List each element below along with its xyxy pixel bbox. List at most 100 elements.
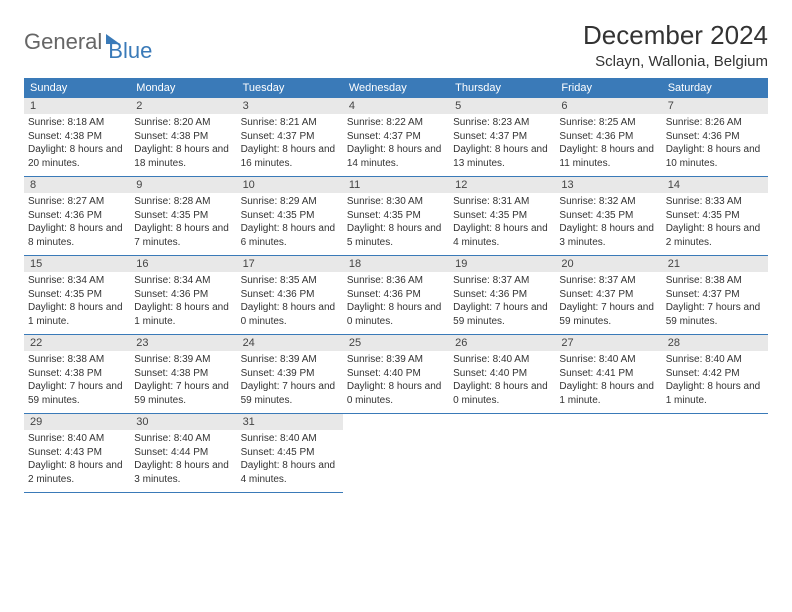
day-number: 29 — [24, 414, 130, 430]
day-number: 2 — [130, 98, 236, 114]
day-cell: 14Sunrise: 8:33 AMSunset: 4:35 PMDayligh… — [662, 177, 768, 256]
day-cell: 11Sunrise: 8:30 AMSunset: 4:35 PMDayligh… — [343, 177, 449, 256]
sunrise-line: Sunrise: 8:40 AM — [666, 353, 764, 367]
sunrise-line: Sunrise: 8:23 AM — [453, 116, 551, 130]
day-cell: 24Sunrise: 8:39 AMSunset: 4:39 PMDayligh… — [237, 335, 343, 414]
day-cell: 7Sunrise: 8:26 AMSunset: 4:36 PMDaylight… — [662, 98, 768, 177]
daylight-line: Daylight: 8 hours and 1 minute. — [559, 380, 657, 407]
sunrise-line: Sunrise: 8:35 AM — [241, 274, 339, 288]
day-cell: 13Sunrise: 8:32 AMSunset: 4:35 PMDayligh… — [555, 177, 661, 256]
day-number: 23 — [130, 335, 236, 351]
day-number: 31 — [237, 414, 343, 430]
sunrise-line: Sunrise: 8:31 AM — [453, 195, 551, 209]
empty-cell — [449, 414, 555, 493]
page-header: General Blue December 2024 Sclayn, Wallo… — [24, 20, 768, 70]
sunset-line: Sunset: 4:45 PM — [241, 446, 339, 460]
daylight-line: Daylight: 8 hours and 3 minutes. — [559, 222, 657, 249]
day-number: 12 — [449, 177, 555, 193]
day-cell: 19Sunrise: 8:37 AMSunset: 4:36 PMDayligh… — [449, 256, 555, 335]
day-cell: 12Sunrise: 8:31 AMSunset: 4:35 PMDayligh… — [449, 177, 555, 256]
daylight-line: Daylight: 8 hours and 0 minutes. — [453, 380, 551, 407]
day-number: 1 — [24, 98, 130, 114]
day-number: 14 — [662, 177, 768, 193]
day-cell: 26Sunrise: 8:40 AMSunset: 4:40 PMDayligh… — [449, 335, 555, 414]
sunset-line: Sunset: 4:37 PM — [241, 130, 339, 144]
day-cell: 17Sunrise: 8:35 AMSunset: 4:36 PMDayligh… — [237, 256, 343, 335]
day-header: Wednesday — [343, 78, 449, 98]
day-cell: 30Sunrise: 8:40 AMSunset: 4:44 PMDayligh… — [130, 414, 236, 493]
day-cell: 4Sunrise: 8:22 AMSunset: 4:37 PMDaylight… — [343, 98, 449, 177]
daylight-line: Daylight: 8 hours and 1 minute. — [28, 301, 126, 328]
sunrise-line: Sunrise: 8:26 AM — [666, 116, 764, 130]
sunset-line: Sunset: 4:36 PM — [559, 130, 657, 144]
title-block: December 2024 Sclayn, Wallonia, Belgium — [583, 20, 768, 70]
month-title: December 2024 — [583, 20, 768, 51]
day-number: 6 — [555, 98, 661, 114]
sunset-line: Sunset: 4:38 PM — [28, 130, 126, 144]
sunset-line: Sunset: 4:36 PM — [453, 288, 551, 302]
daylight-line: Daylight: 7 hours and 59 minutes. — [666, 301, 764, 328]
sunset-line: Sunset: 4:37 PM — [453, 130, 551, 144]
sunrise-line: Sunrise: 8:39 AM — [347, 353, 445, 367]
daylight-line: Daylight: 7 hours and 59 minutes. — [241, 380, 339, 407]
sunrise-line: Sunrise: 8:21 AM — [241, 116, 339, 130]
day-cell: 22Sunrise: 8:38 AMSunset: 4:38 PMDayligh… — [24, 335, 130, 414]
day-number: 25 — [343, 335, 449, 351]
sunrise-line: Sunrise: 8:40 AM — [453, 353, 551, 367]
day-cell: 20Sunrise: 8:37 AMSunset: 4:37 PMDayligh… — [555, 256, 661, 335]
sunset-line: Sunset: 4:38 PM — [28, 367, 126, 381]
sunrise-line: Sunrise: 8:39 AM — [134, 353, 232, 367]
sunrise-line: Sunrise: 8:33 AM — [666, 195, 764, 209]
sunrise-line: Sunrise: 8:34 AM — [28, 274, 126, 288]
sunrise-line: Sunrise: 8:38 AM — [666, 274, 764, 288]
sunrise-line: Sunrise: 8:40 AM — [134, 432, 232, 446]
day-header: Sunday — [24, 78, 130, 98]
day-number: 20 — [555, 256, 661, 272]
sunset-line: Sunset: 4:37 PM — [347, 130, 445, 144]
daylight-line: Daylight: 8 hours and 2 minutes. — [28, 459, 126, 486]
sunrise-line: Sunrise: 8:40 AM — [241, 432, 339, 446]
day-number: 27 — [555, 335, 661, 351]
day-cell: 16Sunrise: 8:34 AMSunset: 4:36 PMDayligh… — [130, 256, 236, 335]
sunset-line: Sunset: 4:41 PM — [559, 367, 657, 381]
logo-text-general: General — [24, 29, 102, 55]
day-cell: 28Sunrise: 8:40 AMSunset: 4:42 PMDayligh… — [662, 335, 768, 414]
day-number: 26 — [449, 335, 555, 351]
daylight-line: Daylight: 8 hours and 7 minutes. — [134, 222, 232, 249]
day-number: 24 — [237, 335, 343, 351]
day-number: 7 — [662, 98, 768, 114]
day-number: 19 — [449, 256, 555, 272]
sunset-line: Sunset: 4:37 PM — [559, 288, 657, 302]
day-header: Tuesday — [237, 78, 343, 98]
sunrise-line: Sunrise: 8:28 AM — [134, 195, 232, 209]
day-number: 3 — [237, 98, 343, 114]
day-number: 10 — [237, 177, 343, 193]
sunset-line: Sunset: 4:38 PM — [134, 130, 232, 144]
daylight-line: Daylight: 8 hours and 14 minutes. — [347, 143, 445, 170]
day-cell: 5Sunrise: 8:23 AMSunset: 4:37 PMDaylight… — [449, 98, 555, 177]
day-number: 8 — [24, 177, 130, 193]
logo-text-blue: Blue — [108, 38, 152, 64]
sunset-line: Sunset: 4:35 PM — [241, 209, 339, 223]
sunset-line: Sunset: 4:37 PM — [666, 288, 764, 302]
daylight-line: Daylight: 8 hours and 1 minute. — [134, 301, 232, 328]
day-cell: 15Sunrise: 8:34 AMSunset: 4:35 PMDayligh… — [24, 256, 130, 335]
daylight-line: Daylight: 8 hours and 0 minutes. — [347, 301, 445, 328]
sunset-line: Sunset: 4:36 PM — [347, 288, 445, 302]
sunset-line: Sunset: 4:35 PM — [453, 209, 551, 223]
sunrise-line: Sunrise: 8:39 AM — [241, 353, 339, 367]
day-number: 22 — [24, 335, 130, 351]
sunrise-line: Sunrise: 8:32 AM — [559, 195, 657, 209]
daylight-line: Daylight: 8 hours and 13 minutes. — [453, 143, 551, 170]
daylight-line: Daylight: 8 hours and 8 minutes. — [28, 222, 126, 249]
location-label: Sclayn, Wallonia, Belgium — [583, 53, 768, 70]
daylight-line: Daylight: 8 hours and 0 minutes. — [241, 301, 339, 328]
day-header: Saturday — [662, 78, 768, 98]
day-header: Friday — [555, 78, 661, 98]
daylight-line: Daylight: 8 hours and 11 minutes. — [559, 143, 657, 170]
day-number: 28 — [662, 335, 768, 351]
day-number: 4 — [343, 98, 449, 114]
day-cell: 18Sunrise: 8:36 AMSunset: 4:36 PMDayligh… — [343, 256, 449, 335]
daylight-line: Daylight: 8 hours and 3 minutes. — [134, 459, 232, 486]
sunrise-line: Sunrise: 8:30 AM — [347, 195, 445, 209]
